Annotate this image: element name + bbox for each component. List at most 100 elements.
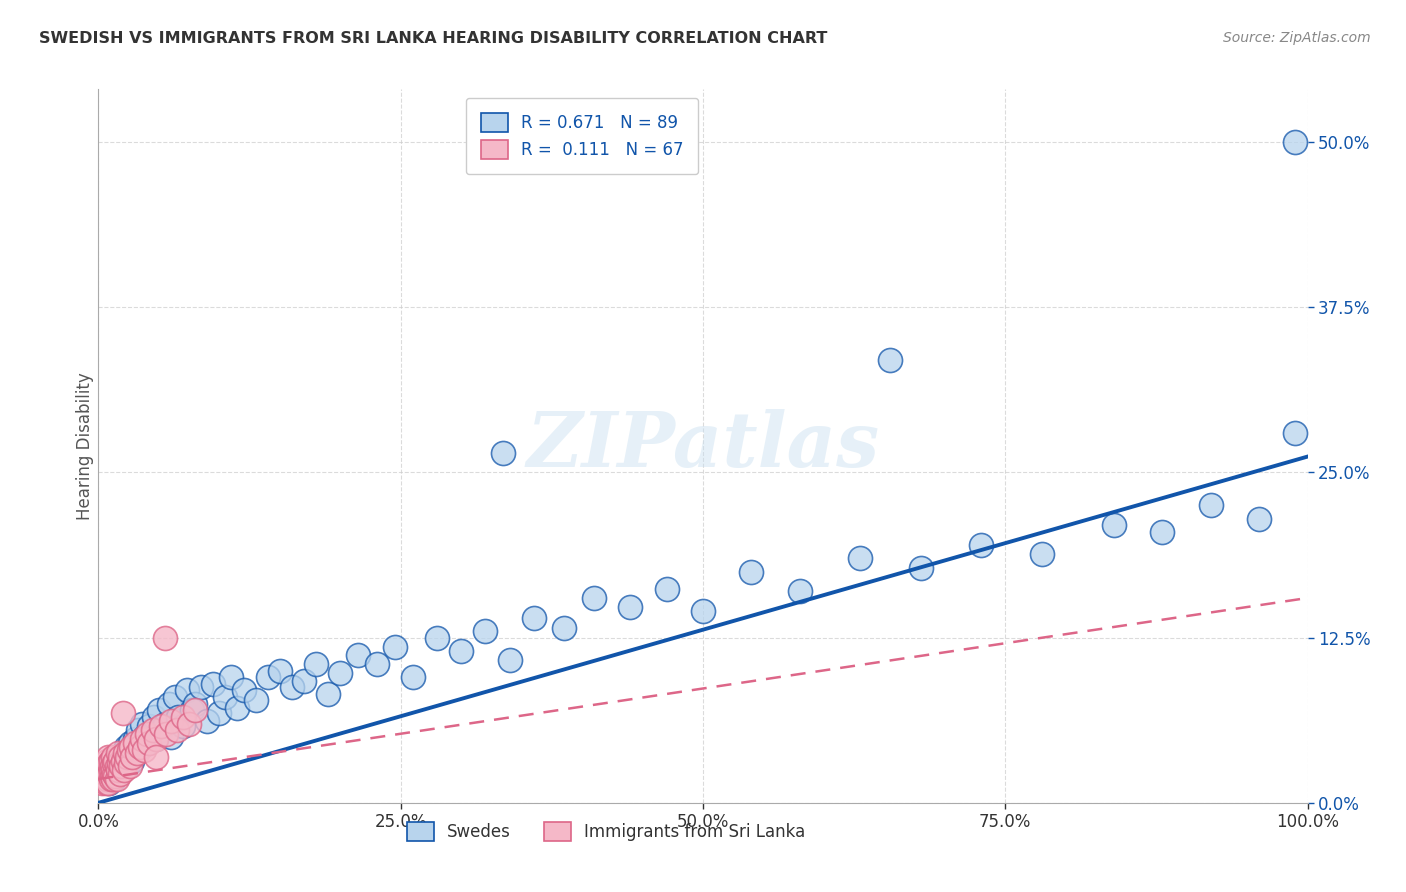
Point [740, 565, 762, 579]
Point [91, 766, 114, 780]
Point [97, 749, 120, 764]
Point [94, 776, 117, 790]
Point [256, 670, 278, 684]
Point [115, 756, 138, 771]
Point [245, 692, 267, 706]
Point [111, 706, 134, 720]
Point [114, 746, 136, 760]
Point [1284, 135, 1306, 149]
Point [1249, 511, 1271, 525]
Point [157, 697, 180, 711]
Point [366, 657, 388, 671]
Text: ZIPatlas: ZIPatlas [526, 409, 880, 483]
Point [269, 664, 291, 678]
Point [138, 736, 160, 750]
Point [97, 769, 120, 783]
Point [100, 772, 122, 786]
Point [96, 754, 118, 768]
Point [153, 631, 176, 645]
Point [135, 736, 157, 750]
Point [1031, 547, 1053, 561]
Point [121, 754, 143, 768]
Point [100, 754, 122, 768]
Point [166, 723, 188, 738]
Point [114, 749, 136, 764]
Point [108, 763, 131, 777]
Point [127, 743, 149, 757]
Point [100, 763, 122, 777]
Point [120, 746, 142, 760]
Point [179, 716, 201, 731]
Point [107, 763, 129, 777]
Point [232, 683, 254, 698]
Point [124, 732, 146, 747]
Point [498, 653, 520, 667]
Point [104, 756, 127, 771]
Point [108, 749, 131, 764]
Point [97, 766, 120, 780]
Point [118, 759, 141, 773]
Point [101, 749, 124, 764]
Point [142, 723, 165, 738]
Point [117, 759, 139, 773]
Point [96, 772, 118, 786]
Text: Source: ZipAtlas.com: Source: ZipAtlas.com [1223, 31, 1371, 45]
Point [96, 772, 118, 786]
Point [118, 736, 141, 750]
Point [103, 766, 125, 780]
Point [316, 688, 339, 702]
Point [131, 716, 153, 731]
Point [184, 697, 207, 711]
Point [145, 732, 167, 747]
Point [129, 740, 152, 755]
Point [492, 445, 515, 459]
Point [155, 727, 177, 741]
Point [150, 723, 173, 738]
Point [214, 690, 236, 704]
Point [655, 582, 678, 596]
Point [281, 680, 304, 694]
Point [93, 759, 115, 773]
Text: SWEDISH VS IMMIGRANTS FROM SRI LANKA HEARING DISABILITY CORRELATION CHART: SWEDISH VS IMMIGRANTS FROM SRI LANKA HEA… [39, 31, 828, 46]
Point [879, 353, 901, 368]
Point [970, 538, 993, 552]
Point [131, 732, 153, 747]
Point [150, 719, 173, 733]
Point [98, 766, 121, 780]
Point [202, 677, 225, 691]
Point [98, 776, 121, 790]
Point [141, 727, 163, 741]
Point [1152, 524, 1174, 539]
Point [148, 703, 170, 717]
Point [118, 743, 141, 757]
Point [127, 723, 149, 738]
Point [329, 666, 352, 681]
Point [120, 740, 142, 755]
Point [128, 740, 150, 755]
Point [112, 763, 135, 777]
Point [184, 703, 207, 717]
Point [789, 584, 811, 599]
Point [1199, 499, 1222, 513]
Point [110, 754, 132, 768]
Point [176, 683, 198, 698]
Point [619, 600, 641, 615]
Point [190, 680, 212, 694]
Point [305, 657, 328, 671]
Point [208, 706, 231, 720]
Point [384, 640, 406, 654]
Point [134, 730, 156, 744]
Point [111, 746, 134, 760]
Point [93, 769, 115, 783]
Point [145, 732, 167, 747]
Point [160, 714, 183, 728]
Point [90, 772, 112, 786]
Point [105, 759, 128, 773]
Point [143, 710, 166, 724]
Point [226, 700, 249, 714]
Point [910, 560, 932, 574]
Point [153, 716, 176, 731]
Point [91, 772, 114, 786]
Point [94, 766, 117, 780]
Point [104, 754, 127, 768]
